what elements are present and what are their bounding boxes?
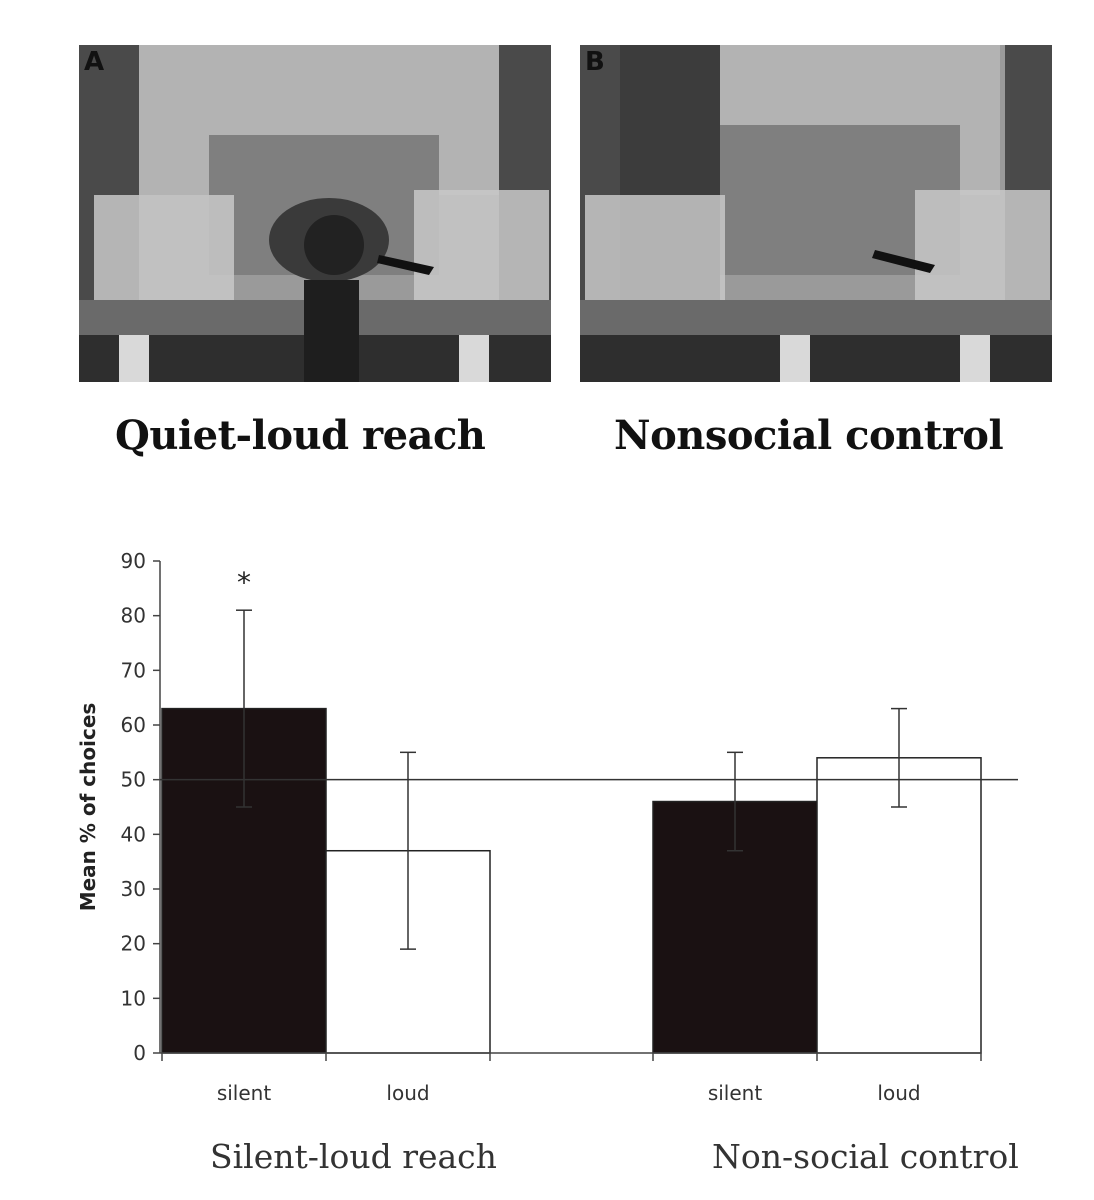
group-label-0: Silent-loud reach [210, 1137, 497, 1176]
y-tick-label: 0 [133, 1041, 146, 1065]
x-category-label: loud [877, 1081, 920, 1105]
x-category-label: loud [386, 1081, 429, 1105]
group-label-1: Non-social control [712, 1137, 1019, 1176]
y-tick-label: 10 [121, 986, 146, 1010]
photo-b-illustration [580, 45, 1052, 382]
panel-letter-b: B [585, 47, 605, 77]
photo-panel-b: B [580, 45, 1052, 382]
y-tick-label: 40 [121, 822, 146, 846]
x-category-label: silent [708, 1081, 763, 1105]
panel-letter-a: A [84, 47, 105, 77]
photo-panel-a: A [79, 45, 551, 382]
y-tick-label: 60 [121, 713, 146, 737]
significance-marker: * [237, 566, 251, 599]
y-tick-label: 50 [121, 768, 146, 792]
y-tick-label: 30 [121, 877, 146, 901]
y-axis-label: Mean % of choices [76, 703, 100, 912]
y-tick-label: 90 [121, 549, 146, 573]
caption-a: Quiet-loud reach [115, 412, 486, 459]
y-tick-label: 20 [121, 932, 146, 956]
photo-a-illustration [79, 45, 551, 382]
y-tick-label: 70 [121, 658, 146, 682]
caption-b: Nonsocial control [614, 412, 1004, 459]
x-category-label: silent [217, 1081, 272, 1105]
y-tick-label: 80 [121, 604, 146, 628]
